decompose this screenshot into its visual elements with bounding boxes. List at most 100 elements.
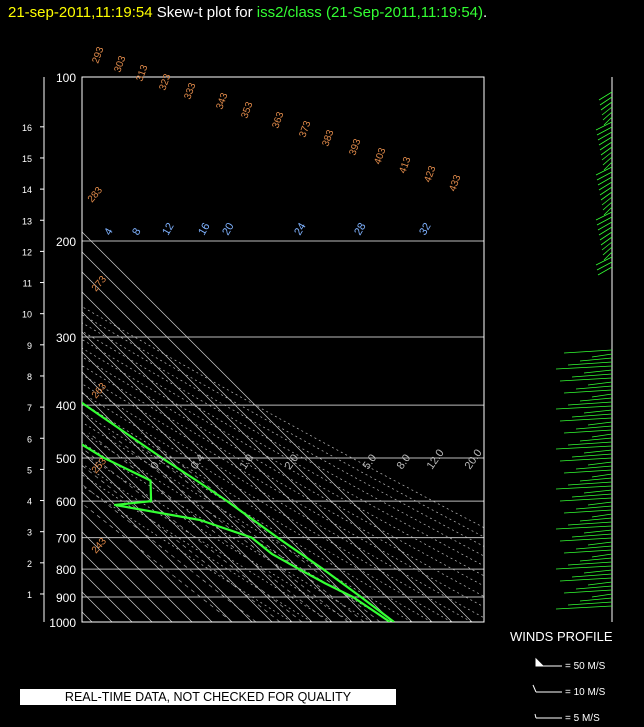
wind-barb: [583, 369, 613, 374]
mixing-ratio-line: [124, 432, 365, 622]
height-km-label: 12: [22, 247, 32, 257]
wind-barb: [591, 553, 613, 558]
quality-disclaimer: REAL-TIME DATA, NOT CHECKED FOR QUALITY: [20, 689, 396, 705]
wind-barb: [579, 437, 613, 442]
wind-barb: [563, 589, 613, 594]
wind-barb: [559, 377, 613, 382]
wind-barb: [601, 106, 613, 116]
dewpoint-line: [82, 443, 391, 622]
wind-barb: [571, 533, 613, 538]
wind-barb: [575, 385, 613, 390]
height-km-label: 15: [22, 154, 32, 164]
dry-adiabat-line: [82, 421, 412, 622]
mixing-ratio-line: [108, 432, 349, 622]
wind-barb: [602, 201, 613, 211]
wind-barb: [598, 91, 613, 101]
wind-barb: [575, 465, 613, 470]
mixing-ratio-line: [82, 483, 257, 622]
wind-barb: [601, 196, 613, 206]
wind-barb: [563, 469, 613, 474]
wind-barb: [591, 473, 613, 478]
dry-adiabat-line: [82, 347, 484, 577]
thetae-label: 20: [220, 221, 237, 238]
wind-barb: [579, 397, 613, 402]
wind-barb: [596, 216, 613, 226]
wind-barb: [555, 485, 613, 490]
wind-barb: [583, 569, 613, 574]
wind-barb: [600, 101, 613, 111]
isotherm-line: [82, 471, 233, 622]
theta-label: 263: [90, 381, 109, 401]
mixing-ratio-line: [82, 464, 281, 622]
wind-barb: [567, 441, 613, 446]
isotherm-line: [82, 351, 353, 622]
wind-barb: [600, 236, 613, 246]
thetae-label: 32: [417, 221, 434, 238]
wind-barb: [555, 405, 613, 410]
wind-barb: [583, 489, 613, 494]
wind-barb: [575, 545, 613, 550]
wind-barb: [595, 121, 613, 131]
wind-barb: [595, 211, 613, 221]
thetae-label: 8: [130, 226, 143, 237]
thetae-label: 28: [352, 221, 369, 238]
dry-adiabat-line: [82, 365, 484, 597]
wind-barb: [563, 549, 613, 554]
wind-barb: [599, 96, 613, 106]
wind-barb: [559, 537, 613, 542]
wind-legend-50-barb: [535, 657, 562, 667]
theta-label: 413: [397, 155, 413, 175]
title-timestamp: 21-sep-2011,11:19:54: [8, 4, 153, 21]
pressure-tick-label: 300: [56, 331, 76, 345]
height-km-label: 8: [27, 372, 32, 382]
wind-barb: [597, 131, 613, 141]
wind-barb: [587, 501, 613, 506]
title-label: Skew-t plot for: [152, 4, 257, 21]
background-lines: [82, 77, 484, 622]
wind-barb: [567, 481, 613, 486]
theta-label: 393: [347, 137, 363, 157]
pressure-tick-label: 600: [56, 495, 76, 509]
isotherm-line: [82, 331, 373, 622]
wind-barb: [597, 266, 613, 276]
wind-barb: [603, 206, 613, 216]
pressure-tick-label: 100: [56, 71, 76, 85]
sounding-profiles: [82, 401, 395, 622]
wind-barb: [596, 171, 613, 181]
wind-barb: [598, 136, 613, 146]
isotherm-line: [82, 431, 273, 622]
wind-barb: [583, 409, 613, 414]
pressure-tick-label: 200: [56, 235, 76, 249]
isotherm-line: [82, 311, 393, 622]
height-km-label: 2: [27, 559, 32, 569]
wind-barb: [587, 541, 613, 546]
wind-legend: = 50 M/S = 10 M/S = 5 M/S: [532, 657, 606, 724]
theta-label: 353: [239, 100, 255, 120]
wind-barb: [575, 425, 613, 430]
wind-barb: [579, 557, 613, 562]
theta-label: 333: [182, 81, 198, 101]
isotherm-line: [82, 391, 313, 622]
wind-barb: [567, 521, 613, 526]
mixing-ratio-label: 0.4: [189, 452, 208, 471]
wind-barb: [591, 393, 613, 398]
wind-barb: [599, 186, 613, 196]
wind-barb: [559, 497, 613, 502]
plot-frame: [81, 76, 485, 623]
dry-adiabat-line: [82, 306, 484, 529]
isotherm-line: [82, 271, 433, 622]
mixing-ratio-label: 20.0: [463, 447, 485, 471]
height-km-label: 1: [27, 590, 32, 600]
wind-barb: [583, 529, 613, 534]
height-km-label: 7: [27, 403, 32, 413]
wind-barb: [600, 146, 613, 156]
chart-title: 21-sep-2011,11:19:54 Skew-t plot for iss…: [8, 4, 487, 21]
theta-label: 283: [86, 185, 105, 205]
wind-barb: [598, 181, 613, 191]
height-km-label: 5: [27, 465, 32, 475]
isotherm-line: [82, 511, 193, 622]
wind-barb: [583, 449, 613, 454]
wind-barb: [579, 477, 613, 482]
wind-barb: [555, 605, 613, 610]
height-km-label: 16: [22, 123, 32, 133]
